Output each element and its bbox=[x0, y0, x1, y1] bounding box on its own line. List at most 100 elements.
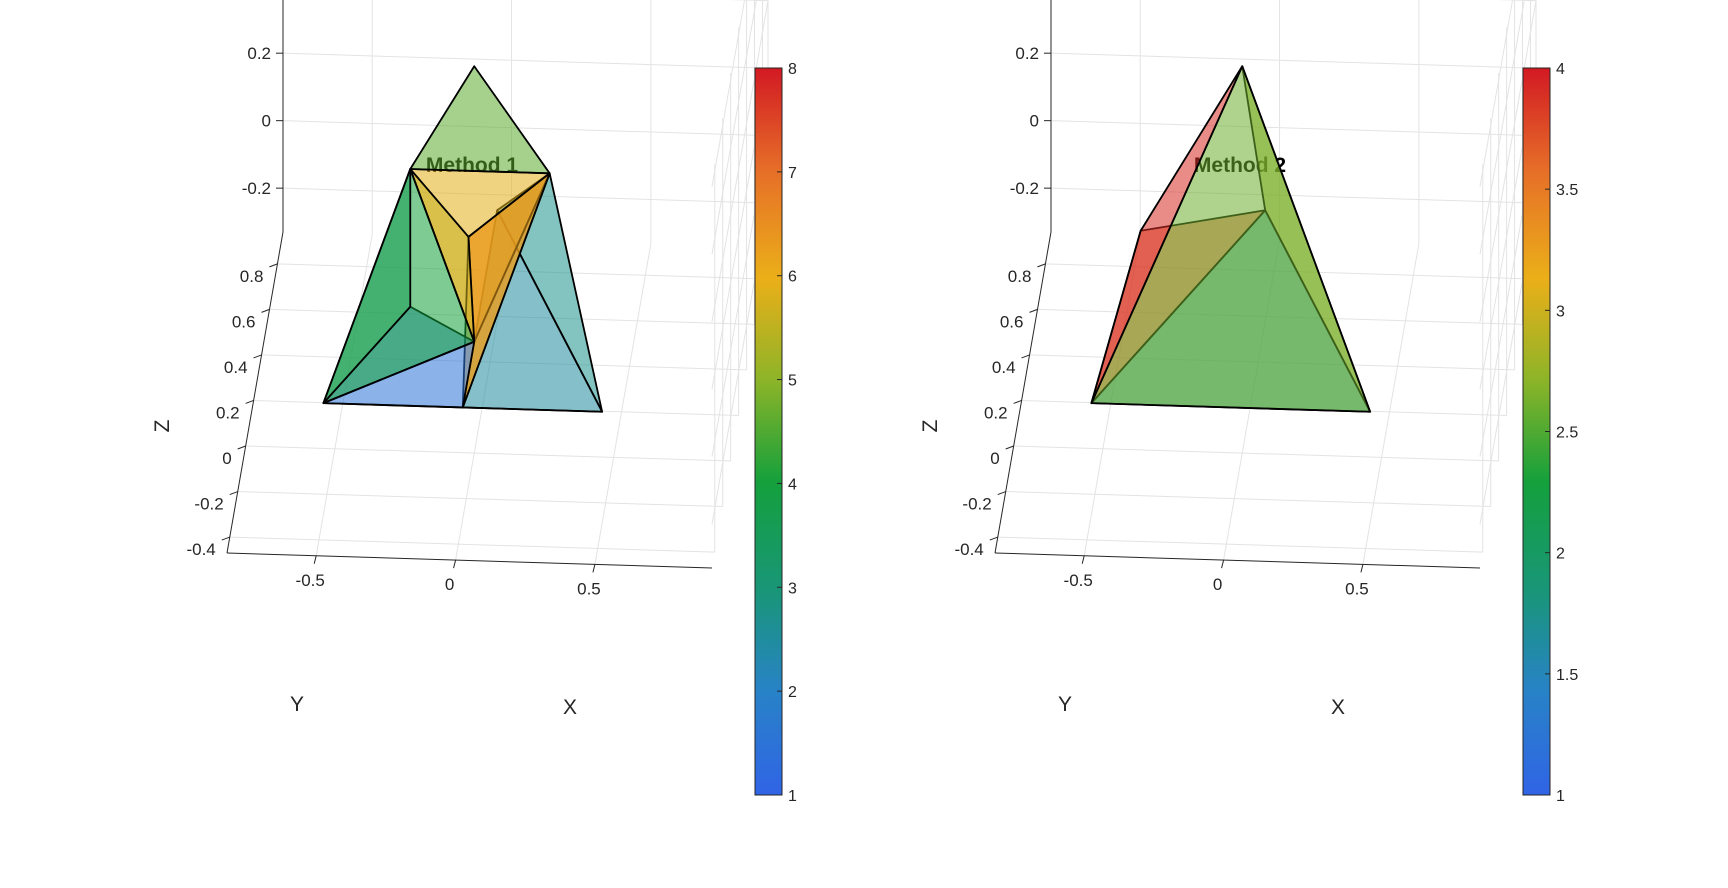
x-tick bbox=[1221, 559, 1225, 569]
colorbar-tick-label: 2 bbox=[1556, 546, 1565, 563]
z-tick-label: 0.2 bbox=[247, 44, 271, 63]
grid-line bbox=[711, 0, 769, 322]
y-tick-label: -0.4 bbox=[186, 540, 215, 559]
tick-labels: -0.500.5-0.4-0.200.20.40.60.8-0.200.20.4… bbox=[954, 44, 1369, 598]
colorbar-tick-label: 6 bbox=[788, 269, 797, 286]
x-tick bbox=[592, 564, 596, 573]
grid-line bbox=[594, 243, 652, 565]
grid-line bbox=[711, 0, 757, 255]
mesh bbox=[322, 65, 604, 413]
grid-line bbox=[729, 0, 769, 2]
x-tick-label: 0.5 bbox=[1345, 579, 1369, 598]
y-tick-label: 0.6 bbox=[232, 312, 256, 331]
grid-line bbox=[282, 120, 769, 137]
y-tick bbox=[237, 445, 246, 450]
x-axis-label: X bbox=[563, 696, 577, 719]
x-tick bbox=[1360, 564, 1364, 573]
colorbar-tick-label: 1 bbox=[788, 788, 797, 805]
colorbar-tick-label: 1 bbox=[1556, 788, 1565, 805]
x-tick-label: 0 bbox=[1213, 575, 1222, 594]
x-tick-label: 0.5 bbox=[577, 579, 601, 598]
x-tick-label: -0.5 bbox=[1064, 571, 1093, 590]
y-tick-label: 0 bbox=[990, 449, 999, 468]
x-axis-label: X bbox=[1331, 696, 1345, 719]
y-axis-line bbox=[226, 231, 284, 554]
colorbar-tick-label: 8 bbox=[788, 61, 797, 78]
y-tick-label: 0.4 bbox=[992, 358, 1016, 377]
grid-line bbox=[997, 536, 1483, 553]
x-tick-label: -0.5 bbox=[296, 571, 325, 590]
grid-line bbox=[1479, 0, 1525, 255]
grid-line bbox=[282, 52, 769, 69]
mesh-face bbox=[322, 340, 476, 409]
colorbar-tick-label: 2 bbox=[788, 684, 797, 701]
grid-line bbox=[1479, 0, 1514, 187]
y-tick-label: -0.2 bbox=[962, 495, 991, 514]
mesh bbox=[1090, 65, 1372, 413]
y-tick bbox=[989, 536, 998, 541]
mesh-face bbox=[1090, 65, 1372, 413]
mesh-face bbox=[1090, 65, 1244, 405]
axes bbox=[994, 0, 1481, 569]
z-tick-label: 0 bbox=[262, 112, 271, 131]
grid-line bbox=[237, 491, 723, 508]
grid-line bbox=[1497, 0, 1537, 2]
y-axis-label: Y bbox=[1058, 693, 1072, 716]
z-tick-label: -0.2 bbox=[242, 179, 271, 198]
colorbar-tick-label: 4 bbox=[1556, 61, 1565, 78]
y-tick-label: 0.6 bbox=[1000, 312, 1024, 331]
panel-1: -0.500.5-0.4-0.200.20.40.60.8-0.200.20.4… bbox=[151, 0, 797, 805]
y-axis-label: Y bbox=[290, 693, 304, 716]
grid-line bbox=[1013, 445, 1499, 462]
mesh-face bbox=[409, 65, 551, 175]
colorbar-tick-label: 5 bbox=[788, 373, 797, 390]
colorbar bbox=[754, 67, 783, 796]
mesh-face bbox=[322, 168, 412, 405]
y-tick bbox=[269, 263, 278, 268]
z-tick-label: 0 bbox=[1030, 112, 1039, 131]
y-tick bbox=[1021, 354, 1030, 359]
y-tick bbox=[1013, 399, 1022, 404]
x-axis-line bbox=[994, 552, 1481, 569]
grid-line bbox=[1479, 0, 1537, 322]
y-tick bbox=[221, 536, 230, 541]
y-tick bbox=[1029, 308, 1038, 313]
grid-line bbox=[245, 445, 731, 462]
grid-line bbox=[711, 0, 746, 187]
y-tick-label: 0 bbox=[222, 449, 231, 468]
y-axis-line bbox=[994, 231, 1052, 554]
grid-line bbox=[1050, 120, 1537, 137]
z-axis-label: Z bbox=[919, 419, 942, 432]
z-tick-label: -0.2 bbox=[1010, 179, 1039, 198]
x-tick-label: 0 bbox=[445, 575, 454, 594]
colorbar-tick-label: 4 bbox=[788, 476, 797, 493]
colorbar-tick-label: 3.5 bbox=[1556, 182, 1578, 199]
y-tick bbox=[229, 491, 238, 496]
grid-line bbox=[1005, 491, 1491, 508]
y-tick-label: -0.2 bbox=[194, 495, 223, 514]
y-tick-label: 0.8 bbox=[1008, 267, 1032, 286]
colorbar-tick-label: 2.5 bbox=[1556, 425, 1578, 442]
grid-line bbox=[1050, 187, 1537, 204]
x-tick bbox=[1081, 555, 1085, 564]
y-tick bbox=[1005, 445, 1014, 450]
x-axis-line bbox=[226, 552, 713, 569]
axes bbox=[226, 0, 713, 569]
grid-line bbox=[229, 536, 715, 553]
grid-line bbox=[1050, 52, 1537, 69]
grid-line bbox=[1362, 243, 1420, 565]
y-tick-label: 0.8 bbox=[240, 267, 264, 286]
y-tick bbox=[253, 354, 262, 359]
colorbar-tick-label: 7 bbox=[788, 165, 797, 182]
z-axis-label: Z bbox=[151, 419, 174, 432]
y-tick-label: 0.4 bbox=[224, 358, 248, 377]
y-tick bbox=[261, 308, 270, 313]
colorbar-tick-label: 1.5 bbox=[1556, 667, 1578, 684]
y-tick bbox=[997, 491, 1006, 496]
y-tick bbox=[245, 399, 254, 404]
y-tick bbox=[1037, 263, 1046, 268]
y-tick-label: 0.2 bbox=[216, 403, 240, 422]
z-tick-label: 0.2 bbox=[1015, 44, 1039, 63]
tick-labels: -0.500.5-0.4-0.200.20.40.60.8-0.200.20.4… bbox=[186, 44, 601, 598]
